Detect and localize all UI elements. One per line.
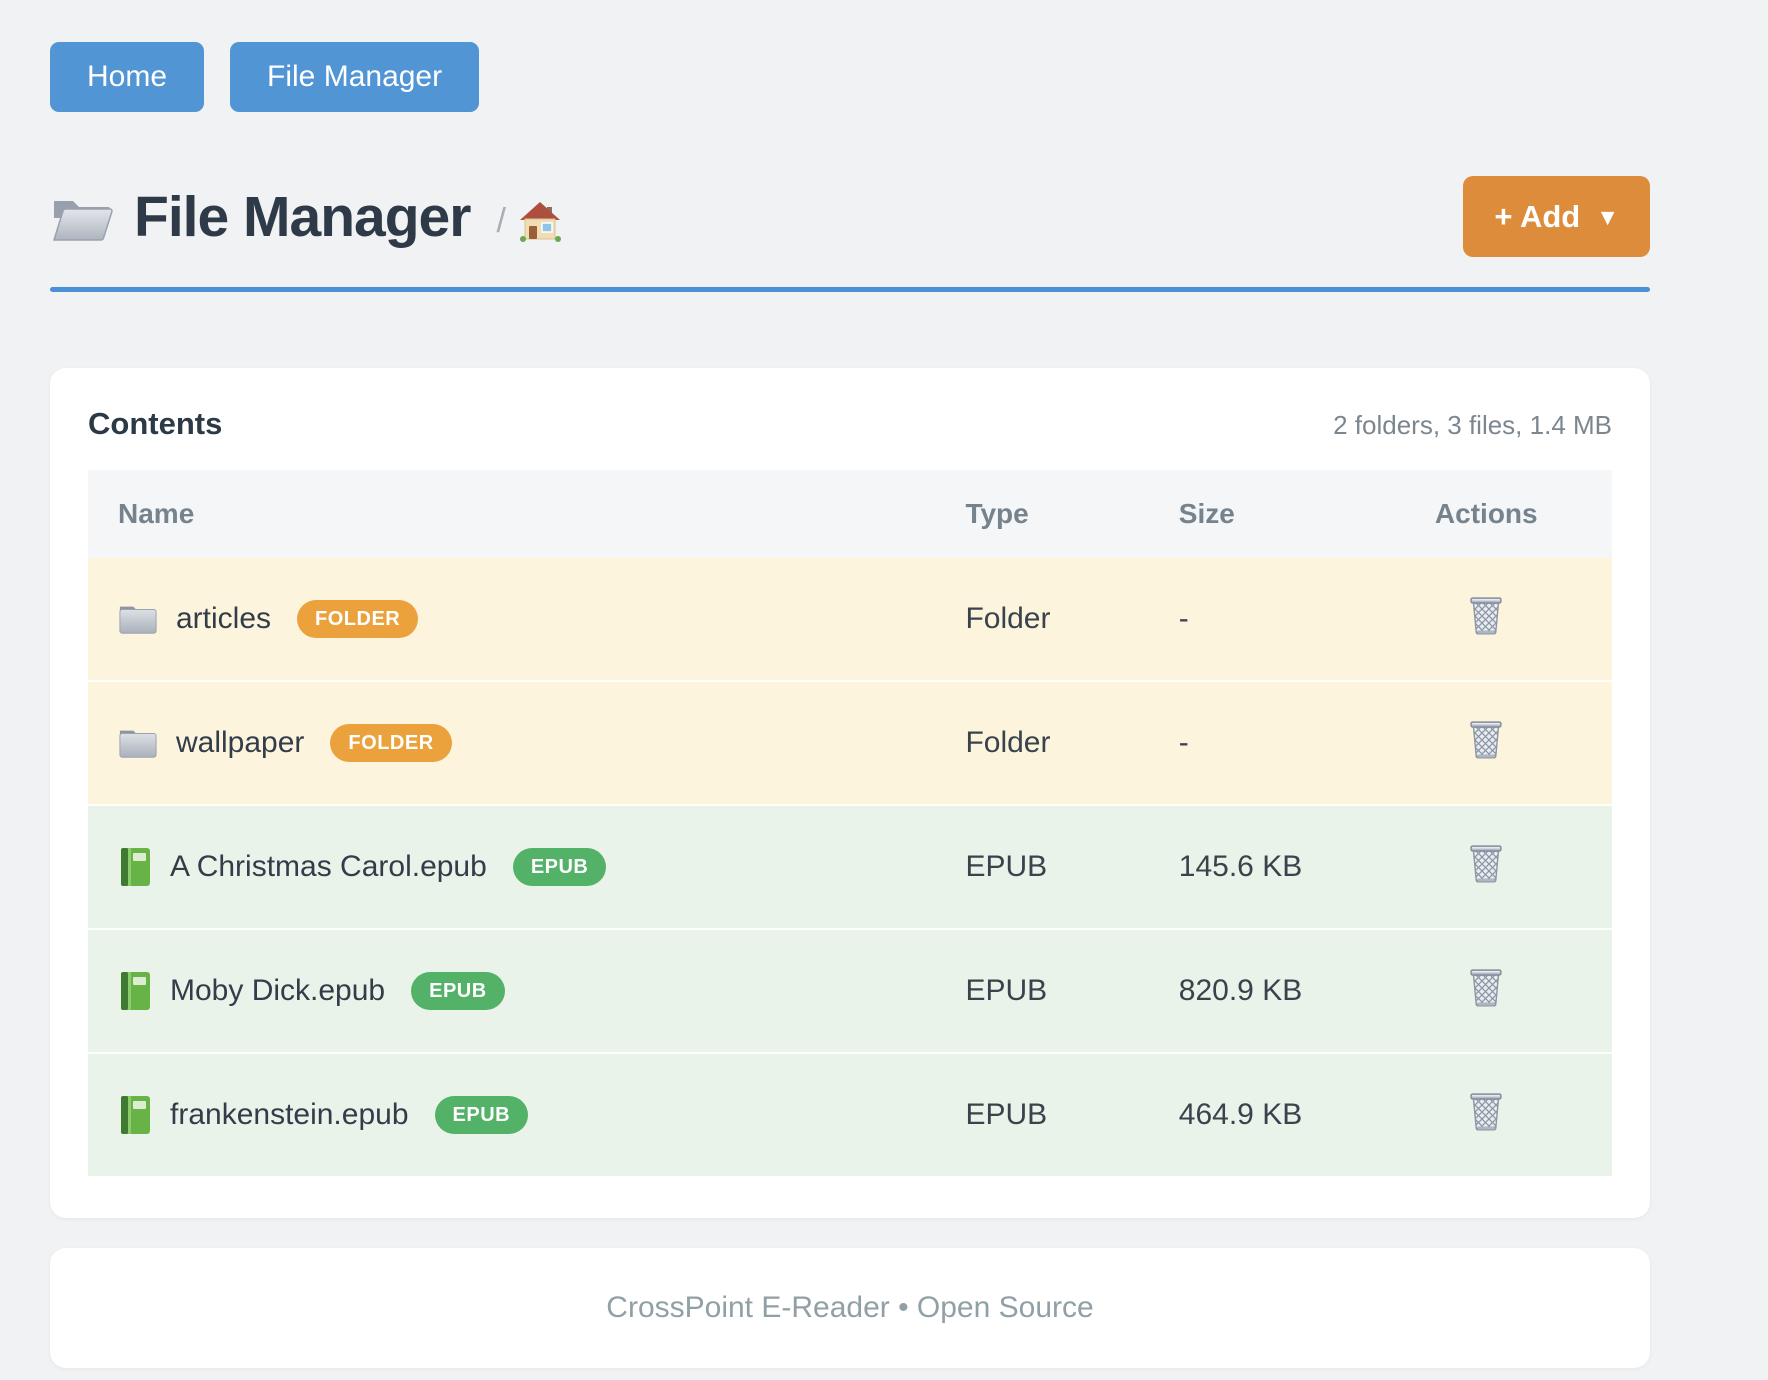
actions-cell [1360, 680, 1612, 805]
actions-cell [1360, 804, 1612, 929]
file-name[interactable]: frankenstein.epub [170, 1098, 409, 1131]
file-name[interactable]: Moby Dick.epub [170, 974, 386, 1007]
caret-down-icon: ▼ [1596, 204, 1619, 230]
folder-icon [119, 606, 157, 634]
type-cell: EPUB [941, 804, 1155, 929]
top-nav: Home File Manager [50, 42, 1650, 112]
contents-card-header: Contents 2 folders, 3 files, 1.4 MB [88, 406, 1612, 442]
name-cell: frankenstein.epub EPUB [112, 1095, 917, 1135]
type-cell: Folder [941, 680, 1155, 805]
title-divider [50, 287, 1650, 292]
contents-summary: 2 folders, 3 files, 1.4 MB [1333, 410, 1612, 440]
type-badge: FOLDER [297, 600, 419, 638]
table-row: frankenstein.epub EPUB EPUB 464.9 KB [88, 1052, 1612, 1176]
file-name[interactable]: articles [176, 602, 272, 635]
table-row: A Christmas Carol.epub EPUB EPUB 145.6 K… [88, 804, 1612, 929]
contents-title: Contents [88, 406, 223, 441]
actions-cell [1360, 1052, 1612, 1176]
wastebasket-icon [1470, 969, 1502, 1007]
breadcrumb-separator: / [496, 202, 506, 240]
green-book-icon [121, 972, 150, 1010]
page-title: File Manager [134, 184, 471, 249]
type-cell: EPUB [941, 928, 1155, 1053]
column-header-name: Name [88, 470, 942, 558]
add-button-label: + Add [1494, 199, 1581, 234]
breadcrumb: / [496, 200, 561, 244]
actions-cell [1360, 928, 1612, 1053]
footer-text: CrossPoint E-Reader • Open Source [606, 1291, 1094, 1324]
green-book-icon [121, 1096, 150, 1134]
column-header-actions: Actions [1360, 470, 1612, 558]
type-cell: EPUB [941, 1052, 1155, 1176]
file-name[interactable]: wallpaper [176, 726, 305, 759]
column-header-type: Type [941, 470, 1155, 558]
type-badge: EPUB [411, 972, 505, 1010]
delete-button[interactable] [1468, 967, 1504, 1010]
name-cell: articles FOLDER [112, 600, 917, 638]
type-badge: EPUB [434, 1096, 529, 1134]
page-header: File Manager / + Add ▼ [50, 176, 1650, 257]
table-row: articles FOLDER Folder - [88, 558, 1612, 681]
delete-button[interactable] [1468, 843, 1504, 886]
file-name[interactable]: A Christmas Carol.epub [170, 850, 487, 883]
open-folder-icon [52, 200, 113, 241]
add-button[interactable]: + Add ▼ [1463, 176, 1650, 257]
actions-cell [1360, 558, 1612, 681]
green-book-icon [121, 848, 150, 886]
type-cell: Folder [941, 558, 1155, 681]
delete-button[interactable] [1468, 719, 1504, 762]
size-cell: 145.6 KB [1154, 804, 1361, 929]
file-table-head: Name Type Size Actions [88, 470, 1612, 558]
contents-card: Contents 2 folders, 3 files, 1.4 MB Name… [50, 368, 1650, 1218]
delete-button[interactable] [1468, 1091, 1504, 1134]
size-cell: - [1154, 680, 1361, 805]
footer-card: CrossPoint E-Reader • Open Source [50, 1248, 1650, 1368]
name-cell: Moby Dick.epub EPUB [112, 971, 917, 1011]
table-body: articles FOLDER Folder - [88, 558, 1612, 1176]
size-cell: 464.9 KB [1154, 1052, 1361, 1176]
delete-button[interactable] [1468, 595, 1504, 638]
table-row: Moby Dick.epub EPUB EPUB 820.9 KB [88, 928, 1612, 1053]
file-table: Name Type Size Actions articles FOLDER F… [88, 470, 1612, 1176]
folder-icon [119, 730, 157, 758]
nav-button-home[interactable]: Home [50, 42, 205, 112]
home-icon[interactable] [518, 200, 562, 244]
name-cell: wallpaper FOLDER [112, 724, 917, 762]
type-badge: FOLDER [330, 724, 452, 762]
table-row: wallpaper FOLDER Folder - [88, 680, 1612, 805]
title-group: File Manager [50, 184, 471, 250]
page: Home File Manager File Manager / + [50, 0, 1650, 1368]
type-badge: EPUB [512, 848, 607, 886]
name-cell: A Christmas Carol.epub EPUB [112, 847, 917, 887]
wastebasket-icon [1470, 1093, 1502, 1131]
nav-button-file-manager[interactable]: File Manager [230, 42, 480, 112]
size-cell: 820.9 KB [1154, 928, 1361, 1053]
wastebasket-icon [1470, 597, 1502, 635]
column-header-size: Size [1154, 470, 1361, 558]
size-cell: - [1154, 558, 1361, 681]
wastebasket-icon [1470, 721, 1502, 759]
wastebasket-icon [1470, 845, 1502, 883]
